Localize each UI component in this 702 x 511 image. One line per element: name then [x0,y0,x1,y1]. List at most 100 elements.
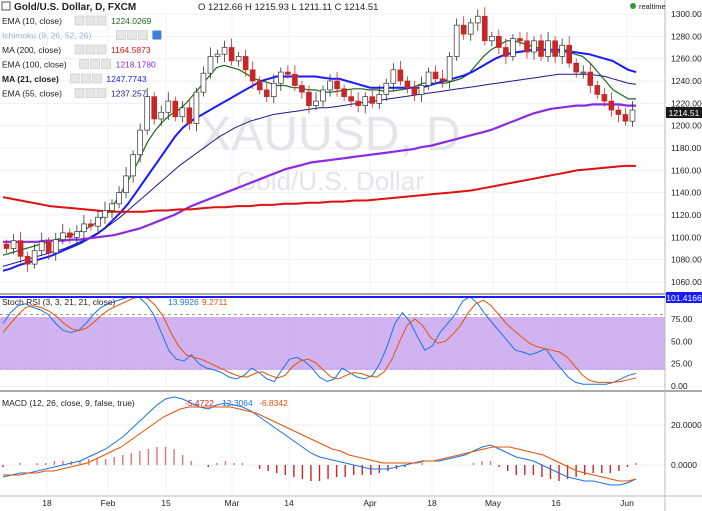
legend-row[interactable]: EMA (55, close) 1237.257 [2,88,147,99]
macd-panel[interactable] [0,392,665,496]
candle[interactable] [629,109,636,122]
candle[interactable] [256,80,263,91]
legend-button-icon[interactable] [74,15,85,26]
candle[interactable] [52,239,59,254]
candle[interactable] [228,47,235,62]
candle[interactable] [383,82,390,95]
candle[interactable] [214,53,221,57]
legend-button-icon[interactable] [96,88,107,98]
candle[interactable] [130,154,136,177]
candle[interactable] [10,240,17,249]
legend-row[interactable]: Ichimoku (9, 26, 52, 26) [2,30,162,41]
candle[interactable] [299,85,305,93]
candle[interactable] [123,175,129,194]
macd-axis[interactable]: 0.0000 20.0000 [671,420,702,470]
candle[interactable] [355,100,361,106]
candle[interactable] [341,88,347,97]
legend-button-icon[interactable] [116,30,126,40]
candle[interactable] [186,107,193,124]
candle[interactable] [38,241,45,252]
indicator-legend[interactable]: EMA (10, close) 1224.0269 Ichimoku (9, 26,… [2,15,162,99]
candle[interactable] [74,231,80,238]
candle[interactable] [481,15,488,42]
candle[interactable] [453,24,460,57]
candle[interactable] [601,94,608,102]
candle[interactable] [538,40,544,57]
candle[interactable] [137,129,143,156]
candle[interactable] [615,109,622,115]
candle[interactable] [404,80,411,89]
candle[interactable] [263,89,270,97]
candle[interactable] [320,89,326,102]
candle[interactable] [446,56,453,82]
candle[interactable] [496,35,502,48]
candle[interactable] [524,40,530,53]
candle[interactable] [270,82,277,97]
candle[interactable] [67,232,73,238]
legend-row[interactable]: MA (200, close) 1164.5873 [2,44,151,55]
candle[interactable] [158,111,165,120]
candle[interactable] [362,96,369,106]
candle[interactable] [235,56,242,62]
candle[interactable] [3,243,10,249]
candle[interactable] [151,96,158,120]
candle[interactable] [249,69,256,82]
candle[interactable] [608,100,615,111]
candle[interactable] [566,44,572,64]
candle[interactable] [559,44,565,57]
legend-button-icon[interactable] [70,73,80,84]
legend-button-icon[interactable] [74,88,85,98]
candle[interactable] [376,94,383,104]
candle[interactable] [102,210,108,218]
candle[interactable] [531,40,537,53]
candle[interactable] [503,47,509,57]
candle[interactable] [348,96,354,102]
candle[interactable] [31,250,38,265]
candle[interactable] [467,22,474,35]
legend-button-icon[interactable] [138,30,148,40]
candle[interactable] [510,38,516,57]
candle[interactable] [292,73,298,86]
legend-row[interactable]: EMA (100, close) 1218.1780 [2,59,156,70]
candle[interactable] [95,216,101,227]
candle[interactable] [59,232,66,240]
candles[interactable] [3,7,636,272]
stoch-axis[interactable]: 0.00 25.00 50.00 75.00 [671,314,693,391]
candle[interactable] [207,56,214,74]
candle[interactable] [278,71,284,84]
candle[interactable] [221,47,228,55]
candle[interactable] [517,38,523,42]
legend-button-icon[interactable] [85,15,96,26]
legend-button-icon[interactable] [96,15,107,26]
candle[interactable] [81,223,87,233]
candle[interactable] [165,100,172,113]
candle[interactable] [193,91,200,124]
candle[interactable] [460,24,467,35]
candle[interactable] [17,240,24,257]
candle[interactable] [425,71,432,86]
candle[interactable] [242,56,249,71]
candle[interactable] [285,71,291,75]
candle[interactable] [552,40,558,57]
candle[interactable] [439,78,446,82]
candle[interactable] [369,96,376,104]
candle[interactable] [179,107,186,118]
candle[interactable] [88,223,94,227]
candle[interactable] [587,71,594,86]
legend-row[interactable]: EMA (10, close) 1224.0269 [2,15,151,26]
candle[interactable] [45,241,52,254]
candle[interactable] [144,96,150,131]
legend-button-icon[interactable] [85,88,96,98]
candle[interactable] [172,100,179,118]
legend-button-icon[interactable] [74,44,85,55]
candle[interactable] [474,15,481,24]
legend-button-icon[interactable] [92,73,102,84]
legend-button-icon[interactable] [85,44,96,55]
legend-button-icon[interactable] [96,44,107,55]
candle[interactable] [411,87,418,95]
legend-row[interactable]: MA (21, close) 1247.7743 [2,73,147,84]
collapse-icon[interactable] [1,1,11,11]
legend-button-icon[interactable] [127,30,137,40]
candle[interactable] [432,71,439,80]
